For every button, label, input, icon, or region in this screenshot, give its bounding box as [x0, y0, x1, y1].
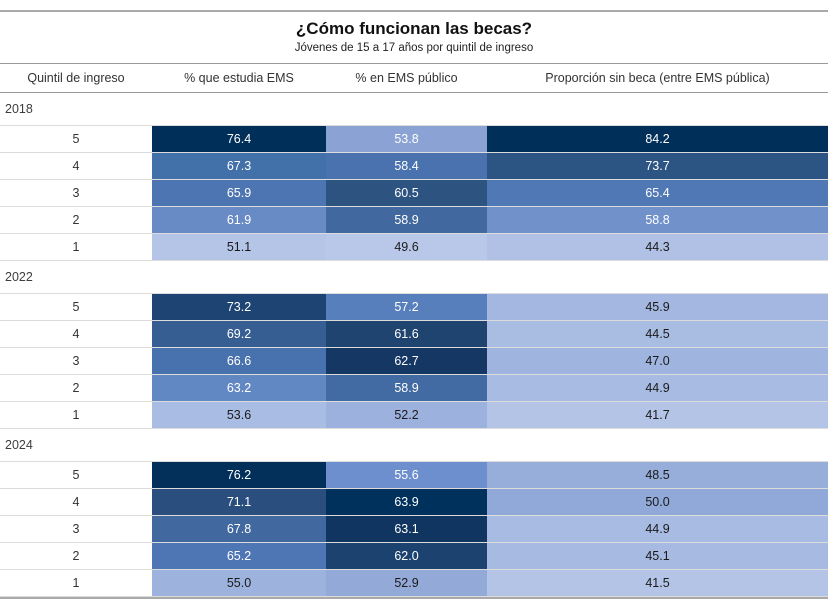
quintil-cell: 1 [0, 402, 152, 428]
quintil-cell: 5 [0, 126, 152, 152]
table-row: 4 69.2 61.6 44.5 [0, 321, 828, 348]
value-cell-estudia-ems: 67.3 [152, 153, 326, 179]
table-row: 5 73.2 57.2 45.9 [0, 294, 828, 321]
quintil-cell: 2 [0, 207, 152, 233]
value-cell-estudia-ems: 71.1 [152, 489, 326, 515]
value-cell-estudia-ems: 63.2 [152, 375, 326, 401]
value-cell-sin-beca: 41.5 [487, 570, 828, 596]
value-cell-estudia-ems: 51.1 [152, 234, 326, 260]
quintil-cell: 1 [0, 570, 152, 596]
value-cell-sin-beca: 50.0 [487, 489, 828, 515]
value-cell-ems-publico: 58.4 [326, 153, 487, 179]
value-cell-ems-publico: 63.1 [326, 516, 487, 542]
quintil-cell: 4 [0, 153, 152, 179]
quintil-cell: 4 [0, 321, 152, 347]
table-body: 2018 5 76.4 53.8 84.2 4 67.3 58.4 73.7 3 65.9 60.5 6… [0, 93, 828, 597]
value-cell-ems-publico: 55.6 [326, 462, 487, 488]
year-label: 2024 [0, 429, 828, 462]
value-cell-estudia-ems: 76.4 [152, 126, 326, 152]
value-cell-estudia-ems: 73.2 [152, 294, 326, 320]
heatmap-table-card: ¿Cómo funcionan las becas? Jóvenes de 15… [0, 10, 828, 599]
value-cell-sin-beca: 44.3 [487, 234, 828, 260]
table-row: 3 66.6 62.7 47.0 [0, 348, 828, 375]
value-cell-ems-publico: 62.7 [326, 348, 487, 374]
value-cell-estudia-ems: 76.2 [152, 462, 326, 488]
value-cell-sin-beca: 41.7 [487, 402, 828, 428]
table-row: 4 71.1 63.9 50.0 [0, 489, 828, 516]
quintil-cell: 3 [0, 348, 152, 374]
value-cell-estudia-ems: 53.6 [152, 402, 326, 428]
value-cell-sin-beca: 73.7 [487, 153, 828, 179]
quintil-cell: 1 [0, 234, 152, 260]
year-label: 2018 [0, 93, 828, 126]
table-row: 5 76.2 55.6 48.5 [0, 462, 828, 489]
value-cell-sin-beca: 44.9 [487, 516, 828, 542]
value-cell-sin-beca: 45.1 [487, 543, 828, 569]
quintil-cell: 5 [0, 294, 152, 320]
value-cell-estudia-ems: 69.2 [152, 321, 326, 347]
value-cell-sin-beca: 58.8 [487, 207, 828, 233]
quintil-cell: 2 [0, 543, 152, 569]
table-row: 1 53.6 52.2 41.7 [0, 402, 828, 429]
quintil-cell: 5 [0, 462, 152, 488]
table-row: 3 65.9 60.5 65.4 [0, 180, 828, 207]
value-cell-estudia-ems: 67.8 [152, 516, 326, 542]
table-row: 2 61.9 58.9 58.8 [0, 207, 828, 234]
quintil-cell: 3 [0, 180, 152, 206]
value-cell-estudia-ems: 65.9 [152, 180, 326, 206]
value-cell-ems-publico: 53.8 [326, 126, 487, 152]
value-cell-sin-beca: 44.9 [487, 375, 828, 401]
quintil-cell: 3 [0, 516, 152, 542]
year-label: 2022 [0, 261, 828, 294]
value-cell-ems-publico: 58.9 [326, 207, 487, 233]
value-cell-sin-beca: 44.5 [487, 321, 828, 347]
value-cell-ems-publico: 58.9 [326, 375, 487, 401]
quintil-cell: 4 [0, 489, 152, 515]
value-cell-estudia-ems: 55.0 [152, 570, 326, 596]
value-cell-ems-publico: 52.9 [326, 570, 487, 596]
quintil-cell: 2 [0, 375, 152, 401]
value-cell-ems-publico: 61.6 [326, 321, 487, 347]
value-cell-estudia-ems: 65.2 [152, 543, 326, 569]
value-cell-ems-publico: 49.6 [326, 234, 487, 260]
table-row: 1 51.1 49.6 44.3 [0, 234, 828, 261]
column-header-quintil: Quintil de ingreso [27, 71, 125, 85]
value-cell-estudia-ems: 61.9 [152, 207, 326, 233]
value-cell-estudia-ems: 66.6 [152, 348, 326, 374]
column-header-estudia-ems: % que estudia EMS [184, 71, 294, 85]
table-row: 3 67.8 63.1 44.9 [0, 516, 828, 543]
table-row: 5 76.4 53.8 84.2 [0, 126, 828, 153]
value-cell-sin-beca: 47.0 [487, 348, 828, 374]
value-cell-sin-beca: 45.9 [487, 294, 828, 320]
value-cell-ems-publico: 63.9 [326, 489, 487, 515]
column-header-row: Quintil de ingreso % que estudia EMS % e… [0, 63, 828, 93]
column-header-sin-beca: Proporción sin beca (entre EMS pública) [545, 71, 770, 85]
value-cell-ems-publico: 60.5 [326, 180, 487, 206]
table-row: 1 55.0 52.9 41.5 [0, 570, 828, 597]
value-cell-ems-publico: 57.2 [326, 294, 487, 320]
value-cell-ems-publico: 52.2 [326, 402, 487, 428]
value-cell-ems-publico: 62.0 [326, 543, 487, 569]
chart-title: ¿Cómo funcionan las becas? [295, 19, 533, 38]
chart-subtitle: Jóvenes de 15 a 17 años por quintil de i… [294, 42, 534, 54]
table-row: 2 65.2 62.0 45.1 [0, 543, 828, 570]
value-cell-sin-beca: 65.4 [487, 180, 828, 206]
value-cell-sin-beca: 48.5 [487, 462, 828, 488]
column-header-ems-publico: % en EMS público [355, 71, 458, 85]
table-row: 4 67.3 58.4 73.7 [0, 153, 828, 180]
value-cell-sin-beca: 84.2 [487, 126, 828, 152]
table-row: 2 63.2 58.9 44.9 [0, 375, 828, 402]
